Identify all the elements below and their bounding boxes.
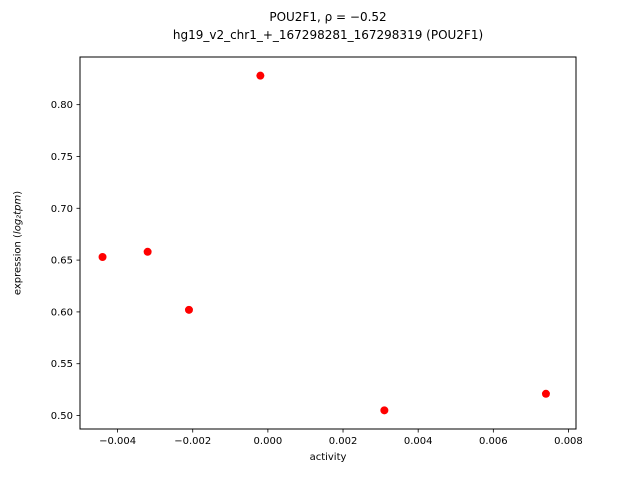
data-point [98, 252, 107, 261]
data-point [143, 247, 152, 256]
y-tick-label: 0.65 [51, 256, 73, 267]
y-axis-label-prefix: expression ( [12, 234, 24, 296]
y-tick-label: 0.55 [51, 359, 73, 370]
axes-box [79, 56, 577, 430]
y-tick-label: 0.50 [51, 411, 73, 422]
x-tick-label: 0.000 [254, 436, 283, 447]
x-tick-label: 0.008 [554, 436, 583, 447]
y-axis-label-suffix: ) [12, 190, 24, 195]
chart-title-line-1: POU2F1, ρ = −0.52 [269, 10, 387, 24]
y-tick-label: 0.75 [51, 152, 73, 163]
y-tick-label: 0.80 [51, 100, 73, 111]
y-tick-label: 0.60 [51, 307, 73, 318]
x-tick-label: 0.004 [404, 436, 433, 447]
x-tick-label: −0.002 [174, 436, 211, 447]
x-tick-label: 0.006 [479, 436, 508, 447]
data-point [256, 71, 265, 80]
x-tick-label: 0.002 [329, 436, 358, 447]
data-point [380, 406, 389, 415]
x-axis-label: activity [309, 452, 347, 463]
y-axis-label: expression (log₂tpm) [13, 191, 24, 295]
x-tick-label: −0.004 [99, 436, 136, 447]
y-axis-label-math: log₂tpm [12, 194, 24, 235]
chart-title-line-2: hg19_v2_chr1_+_167298281_167298319 (POU2… [172, 28, 484, 42]
data-point [184, 305, 193, 314]
data-point [541, 389, 550, 398]
y-tick-label: 0.70 [51, 204, 73, 215]
